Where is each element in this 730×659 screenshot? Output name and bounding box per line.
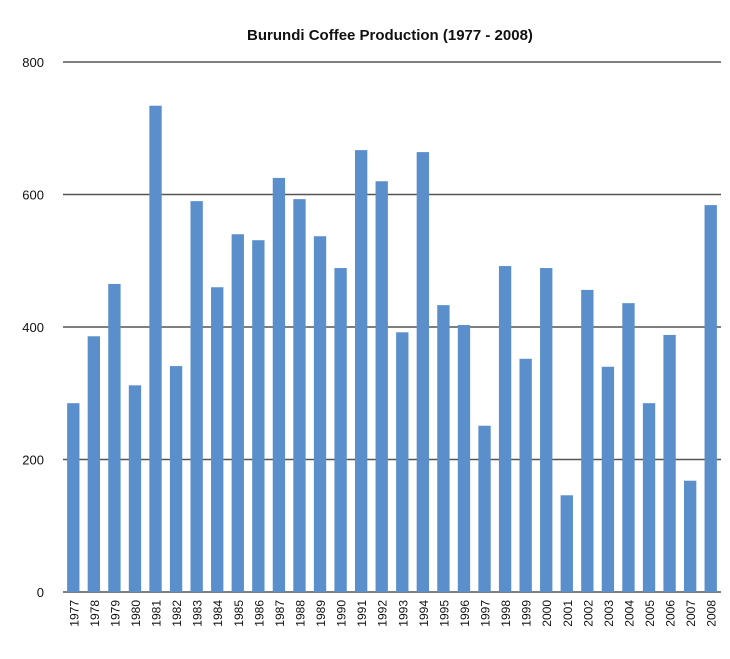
x-tick-label: 1978	[88, 600, 102, 627]
bar	[478, 425, 491, 592]
x-tick-label: 2003	[602, 600, 616, 627]
bar	[663, 334, 676, 592]
x-tick-label: 1987	[273, 600, 287, 627]
bar	[457, 325, 471, 592]
x-tick-label: 1977	[67, 600, 81, 627]
x-tick-label: 1984	[211, 600, 225, 627]
bar	[704, 205, 717, 592]
bar	[108, 283, 121, 592]
bar	[128, 385, 142, 592]
x-tick-label: 1983	[191, 600, 205, 627]
x-tick-label: 2007	[684, 600, 698, 627]
bar	[149, 105, 162, 592]
x-tick-label: 1995	[437, 600, 451, 627]
bar	[601, 366, 615, 592]
bar	[642, 403, 656, 592]
x-tick-label: 1988	[293, 600, 307, 627]
bar	[190, 201, 203, 592]
bar	[334, 268, 347, 592]
x-tick-label: 2002	[581, 600, 595, 627]
bar	[252, 240, 265, 592]
x-tick-label: 1985	[232, 600, 246, 627]
bar	[231, 234, 244, 592]
x-tick-label: 2004	[622, 600, 636, 627]
bar	[67, 403, 80, 592]
x-tick-label: 2000	[540, 600, 554, 627]
y-tick-label: 200	[22, 453, 44, 468]
x-tick-label: 1994	[417, 600, 431, 627]
bar	[683, 480, 697, 592]
x-tick-label: 1980	[129, 600, 143, 627]
bar	[540, 268, 553, 592]
x-tick-label: 1998	[499, 600, 513, 627]
bar	[375, 181, 388, 592]
x-tick-label: 1979	[108, 600, 122, 627]
x-tick-label: 1992	[376, 600, 390, 627]
bar	[498, 266, 512, 592]
x-tick-label: 1989	[314, 600, 328, 627]
bar	[560, 495, 573, 592]
bar	[354, 150, 368, 593]
bar	[272, 177, 286, 592]
x-tick-label: 1981	[150, 600, 164, 627]
bar	[293, 199, 306, 592]
bar	[87, 336, 101, 592]
x-tick-label: 1997	[479, 600, 493, 627]
chart-title: Burundi Coffee Production (1977 - 2008)	[247, 27, 533, 44]
bar	[622, 303, 635, 592]
x-tick-label: 2008	[705, 600, 719, 627]
x-tick-label: 1991	[355, 600, 369, 627]
x-tick-label: 1990	[335, 600, 349, 627]
x-tick-label: 1993	[396, 600, 410, 627]
bar	[396, 332, 409, 592]
x-tick-label: 2006	[664, 600, 678, 627]
bar	[211, 287, 224, 592]
bar	[437, 305, 450, 592]
bar	[416, 152, 430, 592]
x-tick-label: 2001	[561, 600, 575, 627]
bar	[581, 289, 594, 592]
y-tick-label: 400	[22, 320, 44, 335]
bar	[519, 358, 532, 592]
bar	[169, 366, 183, 592]
x-tick-label: 1982	[170, 600, 184, 627]
y-tick-label: 0	[37, 585, 44, 600]
x-tick-label: 1986	[252, 600, 266, 627]
bar	[313, 236, 327, 593]
x-tick-label: 2005	[643, 600, 657, 627]
y-tick-label: 800	[22, 55, 44, 70]
x-tick-label: 1996	[458, 600, 472, 627]
y-tick-label: 600	[22, 188, 44, 203]
x-tick-label: 1999	[520, 600, 534, 627]
